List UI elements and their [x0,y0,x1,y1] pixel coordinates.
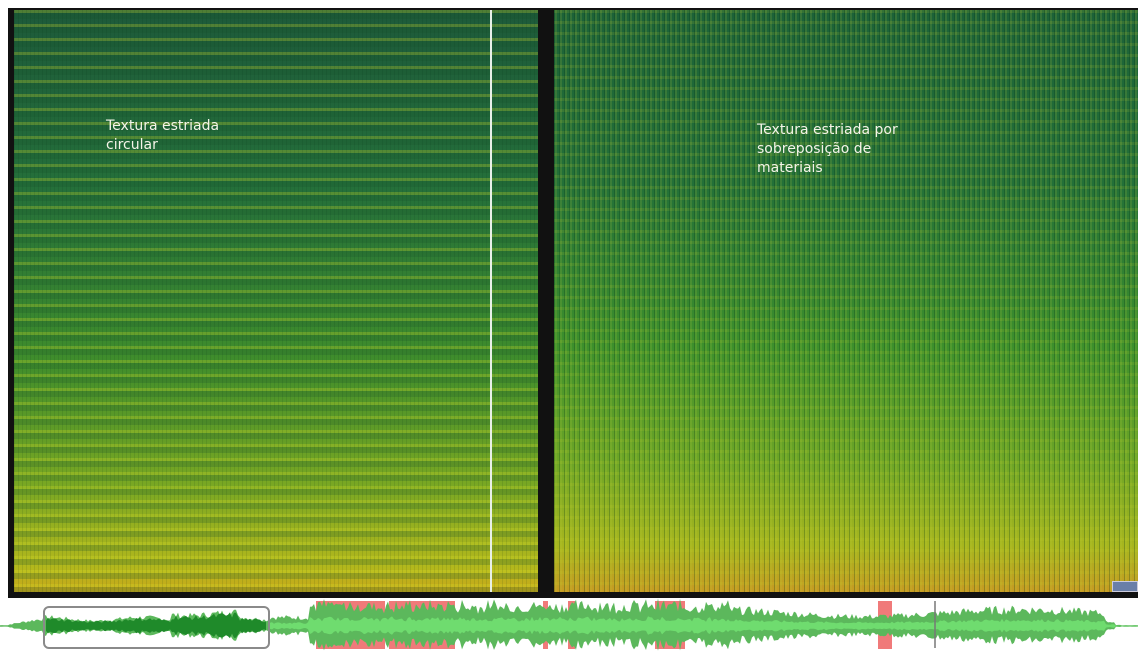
annotation: Textura estriada circular [106,117,219,155]
annotation-line: materiais [757,159,898,178]
screen: Textura estriada circular Textura estria… [0,0,1138,651]
spectrogram-left [14,10,538,592]
annotation: Textura estriada por sobreposição de mat… [757,121,898,178]
waveform-overview[interactable] [0,598,1138,651]
annotation-line: Textura estriada por [757,121,898,140]
annotation-line: Textura estriada [106,117,219,136]
playhead [490,10,492,592]
spectrogram-right [554,10,1138,592]
waveform-selected [46,612,266,638]
annotation-line: sobreposição de [757,140,898,159]
annotation-line: circular [106,136,219,155]
scroll-handle[interactable] [1112,581,1138,592]
